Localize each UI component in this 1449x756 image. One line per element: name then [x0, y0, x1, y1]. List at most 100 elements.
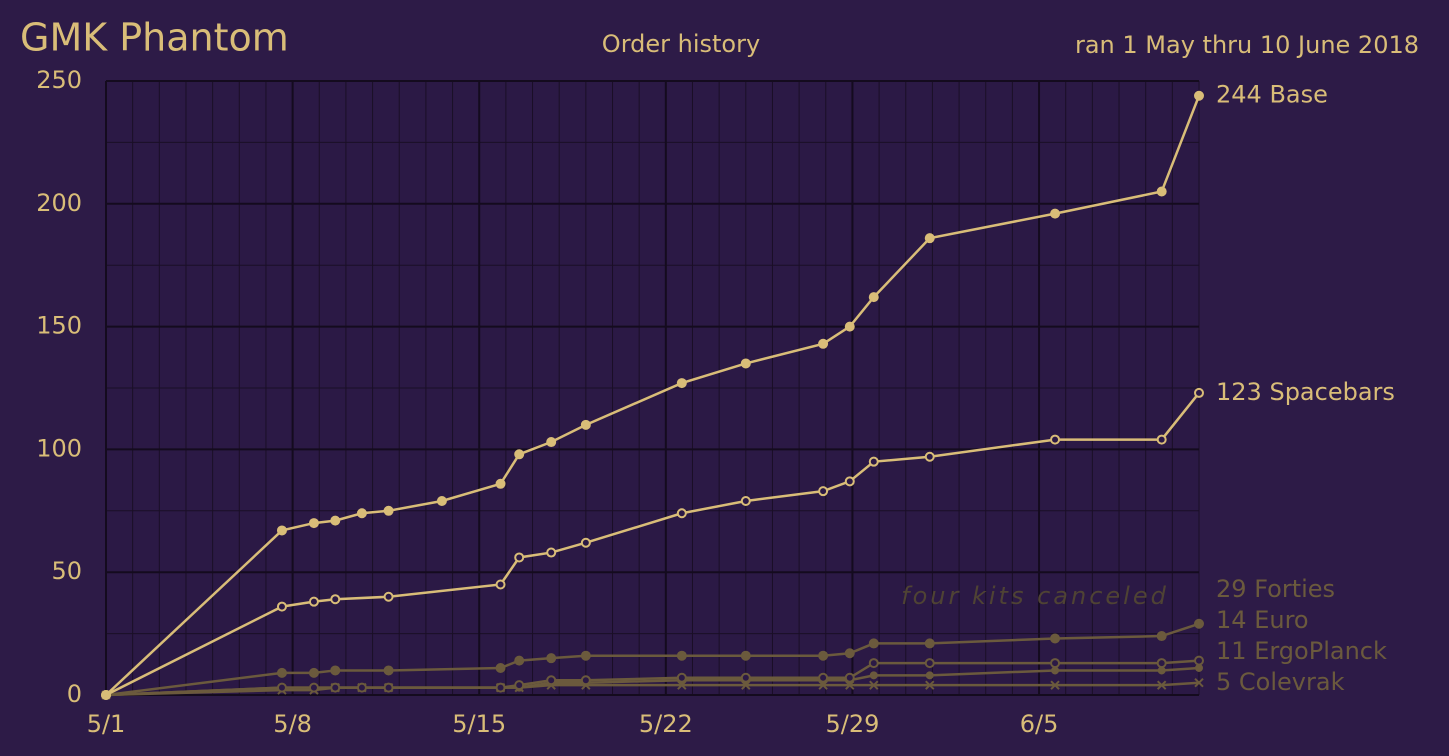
marker [514, 655, 525, 666]
marker [330, 515, 341, 526]
series-label-name: Euro [1254, 606, 1308, 634]
series-label: 14 Euro [1216, 606, 1309, 634]
marker [924, 233, 935, 244]
x-tick-label: 5/22 [639, 710, 693, 738]
marker [308, 596, 319, 607]
marker [676, 650, 687, 661]
marker [330, 594, 341, 605]
y-tick-label: 0 [67, 680, 82, 708]
marker [868, 456, 879, 467]
marker [308, 682, 319, 693]
marker [869, 671, 878, 680]
x-tick-label: 6/5 [1020, 710, 1059, 738]
marker [1194, 655, 1204, 666]
marker [330, 682, 341, 693]
series-label: 5 Colevrak [1216, 668, 1345, 696]
marker [924, 638, 935, 649]
series-label: 123 Spacebars [1216, 378, 1395, 406]
series-label-name: Base [1269, 81, 1327, 109]
marker [676, 508, 687, 519]
marker [546, 437, 557, 448]
marker [1050, 208, 1061, 219]
chart-note: ran 1 May thru 10 June 2018 [1075, 31, 1419, 59]
marker [383, 682, 394, 693]
marker [330, 665, 341, 676]
marker [868, 658, 879, 669]
marker [1194, 90, 1204, 101]
x-tick-label: 5/29 [825, 710, 879, 738]
marker [436, 495, 447, 506]
marker [546, 675, 557, 686]
marker [818, 338, 829, 349]
marker [1050, 633, 1061, 644]
marker [818, 672, 829, 683]
marker [356, 682, 367, 693]
marker [383, 665, 394, 676]
marker [495, 478, 506, 489]
marker [740, 650, 751, 661]
marker [514, 680, 525, 691]
series-label: 244 Base [1216, 81, 1328, 109]
marker [1194, 618, 1204, 629]
chart-subtitle: Order history [602, 30, 760, 58]
marker [308, 667, 319, 678]
marker [514, 449, 525, 460]
marker [676, 378, 687, 389]
series-label-name: ErgoPlanck [1254, 637, 1387, 665]
annotation: four kits canceled [901, 582, 1169, 610]
marker [844, 672, 855, 683]
series-label-value: 5 [1216, 668, 1231, 696]
marker [495, 662, 506, 673]
series-label: 11 ErgoPlanck [1216, 637, 1387, 665]
marker [1156, 434, 1167, 445]
marker [276, 682, 287, 693]
marker [1050, 680, 1060, 690]
series-label: 29 Forties [1216, 575, 1335, 603]
marker [1157, 666, 1166, 675]
marker [276, 525, 287, 536]
series-label-value: 244 [1216, 81, 1262, 109]
y-tick-label: 150 [36, 312, 82, 340]
series-label-name: Spacebars [1269, 378, 1394, 406]
marker [308, 518, 319, 529]
marker [1156, 631, 1167, 642]
x-tick-label: 5/15 [452, 710, 506, 738]
y-tick-label: 250 [36, 66, 82, 94]
y-tick-label: 200 [36, 189, 82, 217]
series-label-value: 11 [1216, 637, 1247, 665]
series-label-value: 29 [1216, 575, 1247, 603]
y-tick-label: 50 [51, 557, 82, 585]
marker [869, 680, 879, 690]
marker [924, 451, 935, 462]
marker [356, 508, 367, 519]
marker [580, 675, 591, 686]
series-label-value: 14 [1216, 606, 1247, 634]
marker [546, 653, 557, 664]
marker [676, 672, 687, 683]
marker [1194, 678, 1204, 688]
marker [818, 486, 829, 497]
series-label-name: Colevrak [1239, 668, 1345, 696]
marker [924, 658, 935, 669]
marker [1156, 658, 1167, 669]
marker [1156, 680, 1167, 690]
marker [383, 505, 394, 516]
marker [495, 682, 506, 693]
marker [276, 601, 287, 612]
marker [1156, 186, 1167, 197]
series-label-name: Forties [1254, 575, 1335, 603]
marker [740, 358, 751, 369]
marker [740, 672, 751, 683]
marker [383, 591, 394, 602]
chart-title: GMK Phantom [20, 16, 289, 60]
marker [868, 292, 879, 303]
marker [1050, 434, 1061, 445]
marker [844, 321, 855, 332]
marker [1051, 666, 1060, 675]
marker [276, 667, 287, 678]
marker [580, 537, 591, 548]
marker [514, 552, 525, 563]
marker [868, 638, 879, 649]
